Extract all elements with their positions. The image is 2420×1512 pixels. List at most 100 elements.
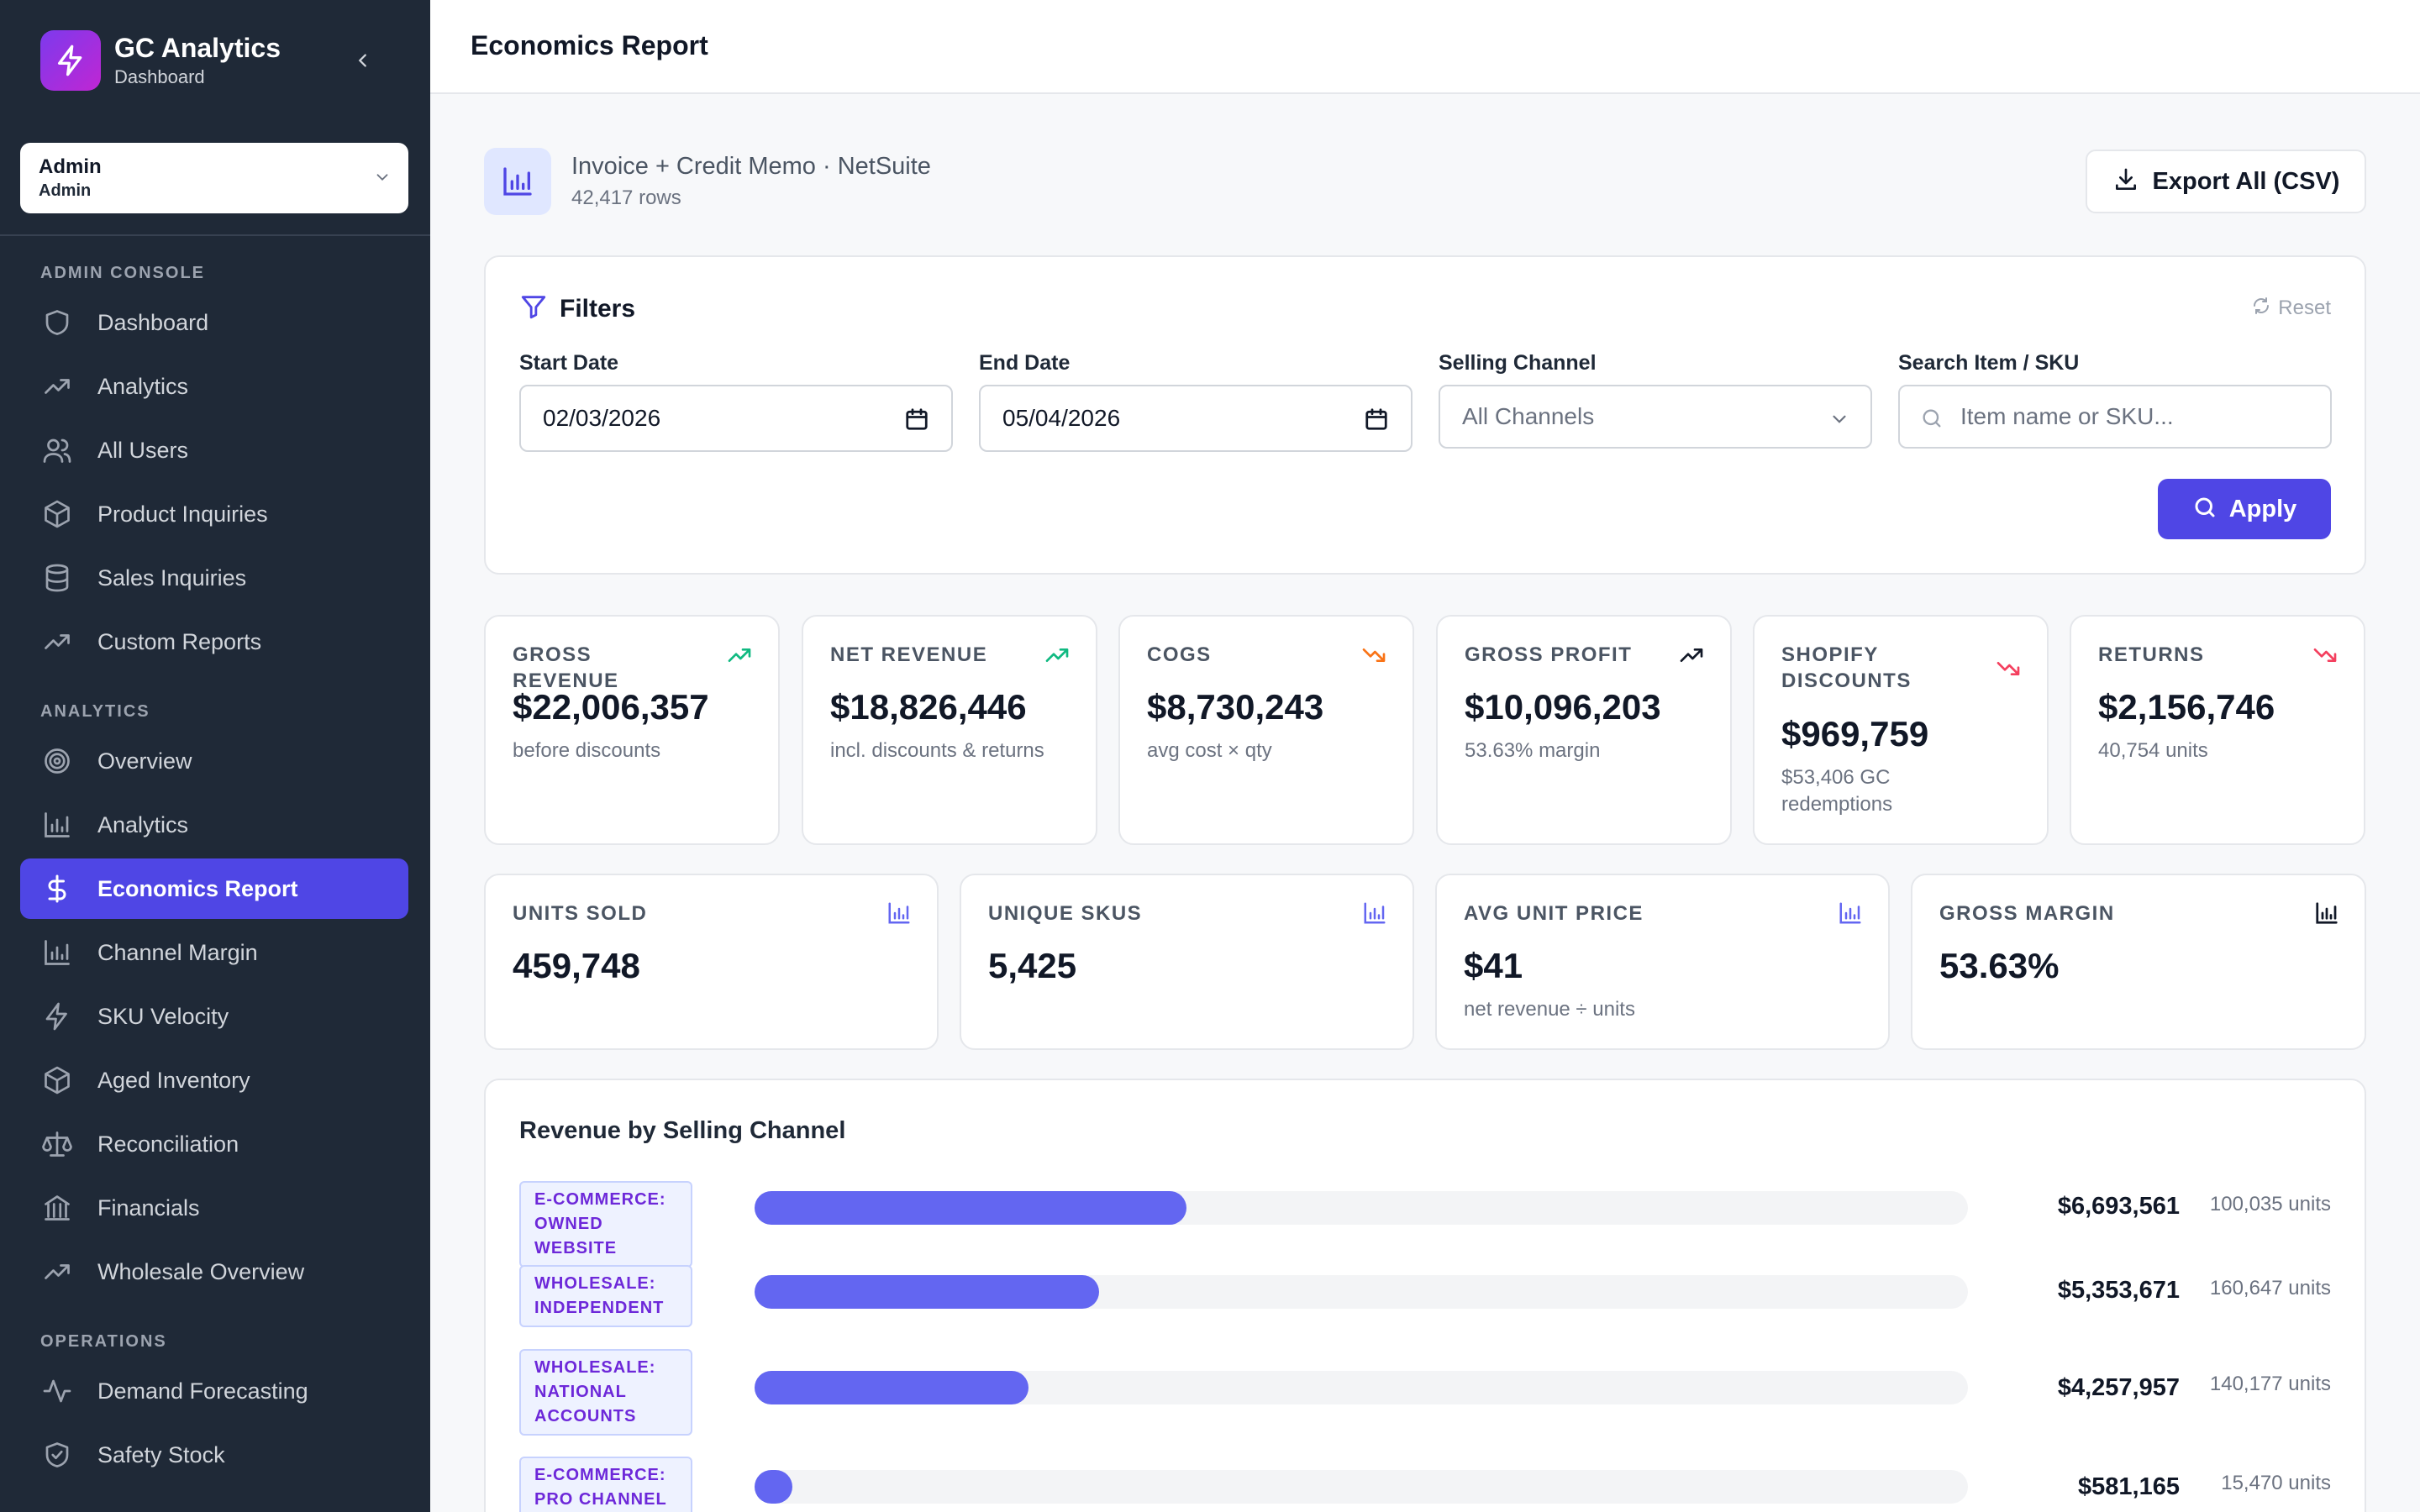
lightning-icon xyxy=(40,1000,74,1033)
users-icon xyxy=(40,433,74,467)
export-label: Export All (CSV) xyxy=(2152,167,2340,195)
sidebar-item-demand-forecasting[interactable]: Demand Forecasting xyxy=(20,1361,408,1421)
sidebar-item-label: Financials xyxy=(97,1194,200,1221)
bar-chart-icon xyxy=(1362,900,1387,930)
reset-button[interactable]: Reset xyxy=(2251,296,2331,320)
kpi-label: GROSS MARGIN xyxy=(1939,902,2115,925)
kpi-label: COGS xyxy=(1147,643,1212,666)
kpi-label: AVG UNIT PRICE xyxy=(1464,902,1644,925)
sidebar-item-label: Aged Inventory xyxy=(97,1067,250,1093)
brand-name: GC Analytics xyxy=(114,33,281,63)
search-item-input[interactable]: Item name or SKU... xyxy=(1898,385,2332,449)
brand-subtitle: Dashboard xyxy=(114,66,205,87)
bar-chart-icon xyxy=(886,900,912,930)
kpi-card-gross-revenue: GROSS REVENUE $22,006,357 before discoun… xyxy=(484,615,780,845)
lightning-logo-icon xyxy=(40,30,101,91)
sidebar-item-safety-stock[interactable]: Safety Stock xyxy=(20,1425,408,1485)
filters-card: Filters Reset Start Date 02/03/2026 End … xyxy=(484,255,2366,575)
revenue-by-channel-card: Revenue by Selling Channel E-COMMERCE: O… xyxy=(484,1079,2366,1512)
section-label-operations: OPERATIONS xyxy=(40,1332,167,1351)
sidebar-item-label: All Users xyxy=(97,437,189,463)
sidebar-item-sales-inquiries[interactable]: Sales Inquiries xyxy=(20,548,408,608)
sidebar-item-label: Analytics xyxy=(97,373,189,399)
channel-badge: WHOLESALE: NATIONAL ACCOUNTS xyxy=(519,1349,692,1436)
kpi-subtext: net revenue ÷ units xyxy=(1464,998,1635,1021)
brand[interactable]: GC Analytics Dashboard xyxy=(40,30,281,91)
end-date-value: 05/04/2026 xyxy=(1002,405,1121,431)
sidebar-item-all-users[interactable]: All Users xyxy=(20,420,408,480)
trending-up-icon xyxy=(1044,642,1071,673)
channel-units: 15,470 units xyxy=(2221,1472,2331,1494)
search-label: Search Item / SKU xyxy=(1898,351,2080,375)
kpi-card-gross-margin: GROSS MARGIN 53.63% xyxy=(1911,874,2366,1050)
sidebar-item-label: Analytics xyxy=(97,811,189,837)
channel-revenue: $5,353,671 xyxy=(2057,1277,2180,1304)
channel-card-title: Revenue by Selling Channel xyxy=(519,1117,846,1144)
kpi-value: $10,096,203 xyxy=(1465,687,1661,727)
channel-badge: E-COMMERCE: OWNED WEBSITE xyxy=(519,1181,692,1268)
channel-bar-track xyxy=(755,1275,1968,1309)
scale-icon xyxy=(40,1127,74,1161)
channel-units: 140,177 units xyxy=(2209,1373,2331,1395)
download-icon xyxy=(2112,166,2139,197)
sidebar-item-analytics-2[interactable]: Analytics xyxy=(20,795,408,855)
apply-button[interactable]: Apply xyxy=(2158,479,2331,539)
sidebar-item-reconciliation[interactable]: Reconciliation xyxy=(20,1114,408,1174)
kpi-card-unique-skus: UNIQUE SKUS 5,425 xyxy=(960,874,1414,1050)
kpi-value: 459,748 xyxy=(513,946,640,985)
kpi-value: $969,759 xyxy=(1781,714,1929,753)
bar-chart-icon xyxy=(484,148,551,215)
channel-revenue: $581,165 xyxy=(2078,1473,2180,1500)
sidebar-item-product-inquiries[interactable]: Product Inquiries xyxy=(20,484,408,544)
sidebar-item-aged-inventory[interactable]: Aged Inventory xyxy=(20,1050,408,1110)
selling-channel-value: All Channels xyxy=(1462,403,1595,429)
kpi-card-net-revenue: NET REVENUE $18,826,446 incl. discounts … xyxy=(802,615,1097,845)
sidebar-item-label: SKU Velocity xyxy=(97,1003,229,1029)
sidebar-item-overview[interactable]: Overview xyxy=(20,731,408,791)
start-date-input[interactable]: 02/03/2026 xyxy=(519,385,953,452)
role-selector[interactable]: Admin Admin xyxy=(20,143,408,213)
kpi-label: RETURNS xyxy=(2098,643,2205,666)
sidebar-item-wholesale-overview[interactable]: Wholesale Overview xyxy=(20,1242,408,1302)
kpi-value: $18,826,446 xyxy=(830,687,1027,727)
kpi-card-avg-unit-price: AVG UNIT PRICE $41 net revenue ÷ units xyxy=(1435,874,1890,1050)
selling-channel-select[interactable]: All Channels xyxy=(1439,385,1872,449)
calendar-icon[interactable] xyxy=(1364,407,1389,438)
sidebar-item-label: Channel Margin xyxy=(97,939,258,965)
kpi-label: SHOPIFY DISCOUNTS xyxy=(1781,643,1912,692)
bar-chart-icon xyxy=(40,936,74,969)
sidebar-item-custom-reports[interactable]: Custom Reports xyxy=(20,612,408,672)
channel-bar-fill xyxy=(755,1191,1187,1225)
kpi-label: UNITS SOLD xyxy=(513,902,648,925)
sidebar-item-label: Wholesale Overview xyxy=(97,1258,305,1284)
trending-down-icon xyxy=(1360,642,1387,673)
channel-badge: WHOLESALE: INDEPENDENT xyxy=(519,1265,692,1327)
sidebar-item-financials[interactable]: Financials xyxy=(20,1178,408,1238)
sidebar: GC Analytics Dashboard Admin Admin ADMIN… xyxy=(0,0,430,1512)
collapse-sidebar-button[interactable] xyxy=(348,44,378,77)
calendar-icon[interactable] xyxy=(904,407,929,438)
sidebar-item-economics-report[interactable]: Economics Report xyxy=(20,858,408,919)
chevron-down-icon xyxy=(1828,408,1850,436)
kpi-value: $2,156,746 xyxy=(2098,687,2275,727)
kpi-subtext: $53,406 GC redemptions xyxy=(1781,766,1893,816)
sidebar-item-label: Product Inquiries xyxy=(97,501,268,527)
box-icon xyxy=(40,1063,74,1097)
sidebar-item-dashboard[interactable]: Dashboard xyxy=(20,292,408,353)
kpi-label: GROSS PROFIT xyxy=(1465,643,1633,666)
kpi-label: UNIQUE SKUS xyxy=(988,902,1143,925)
channel-units: 100,035 units xyxy=(2209,1193,2331,1215)
channel-bar-track xyxy=(755,1371,1968,1404)
sidebar-item-channel-margin[interactable]: Channel Margin xyxy=(20,922,408,983)
export-csv-button[interactable]: Export All (CSV) xyxy=(2086,150,2366,213)
sidebar-item-sku-velocity[interactable]: SKU Velocity xyxy=(20,986,408,1047)
dollar-icon xyxy=(40,872,74,906)
bar-chart-icon xyxy=(1838,900,1863,930)
sidebar-item-analytics[interactable]: Analytics xyxy=(20,356,408,417)
sidebar-item-label: Economics Report xyxy=(97,875,298,901)
end-date-input[interactable]: 05/04/2026 xyxy=(979,385,1413,452)
kpi-subtext: 40,754 units xyxy=(2098,739,2208,762)
kpi-subtext: before discounts xyxy=(513,739,661,762)
sidebar-item-label: Demand Forecasting xyxy=(97,1378,308,1404)
channel-bar-track xyxy=(755,1470,1968,1504)
